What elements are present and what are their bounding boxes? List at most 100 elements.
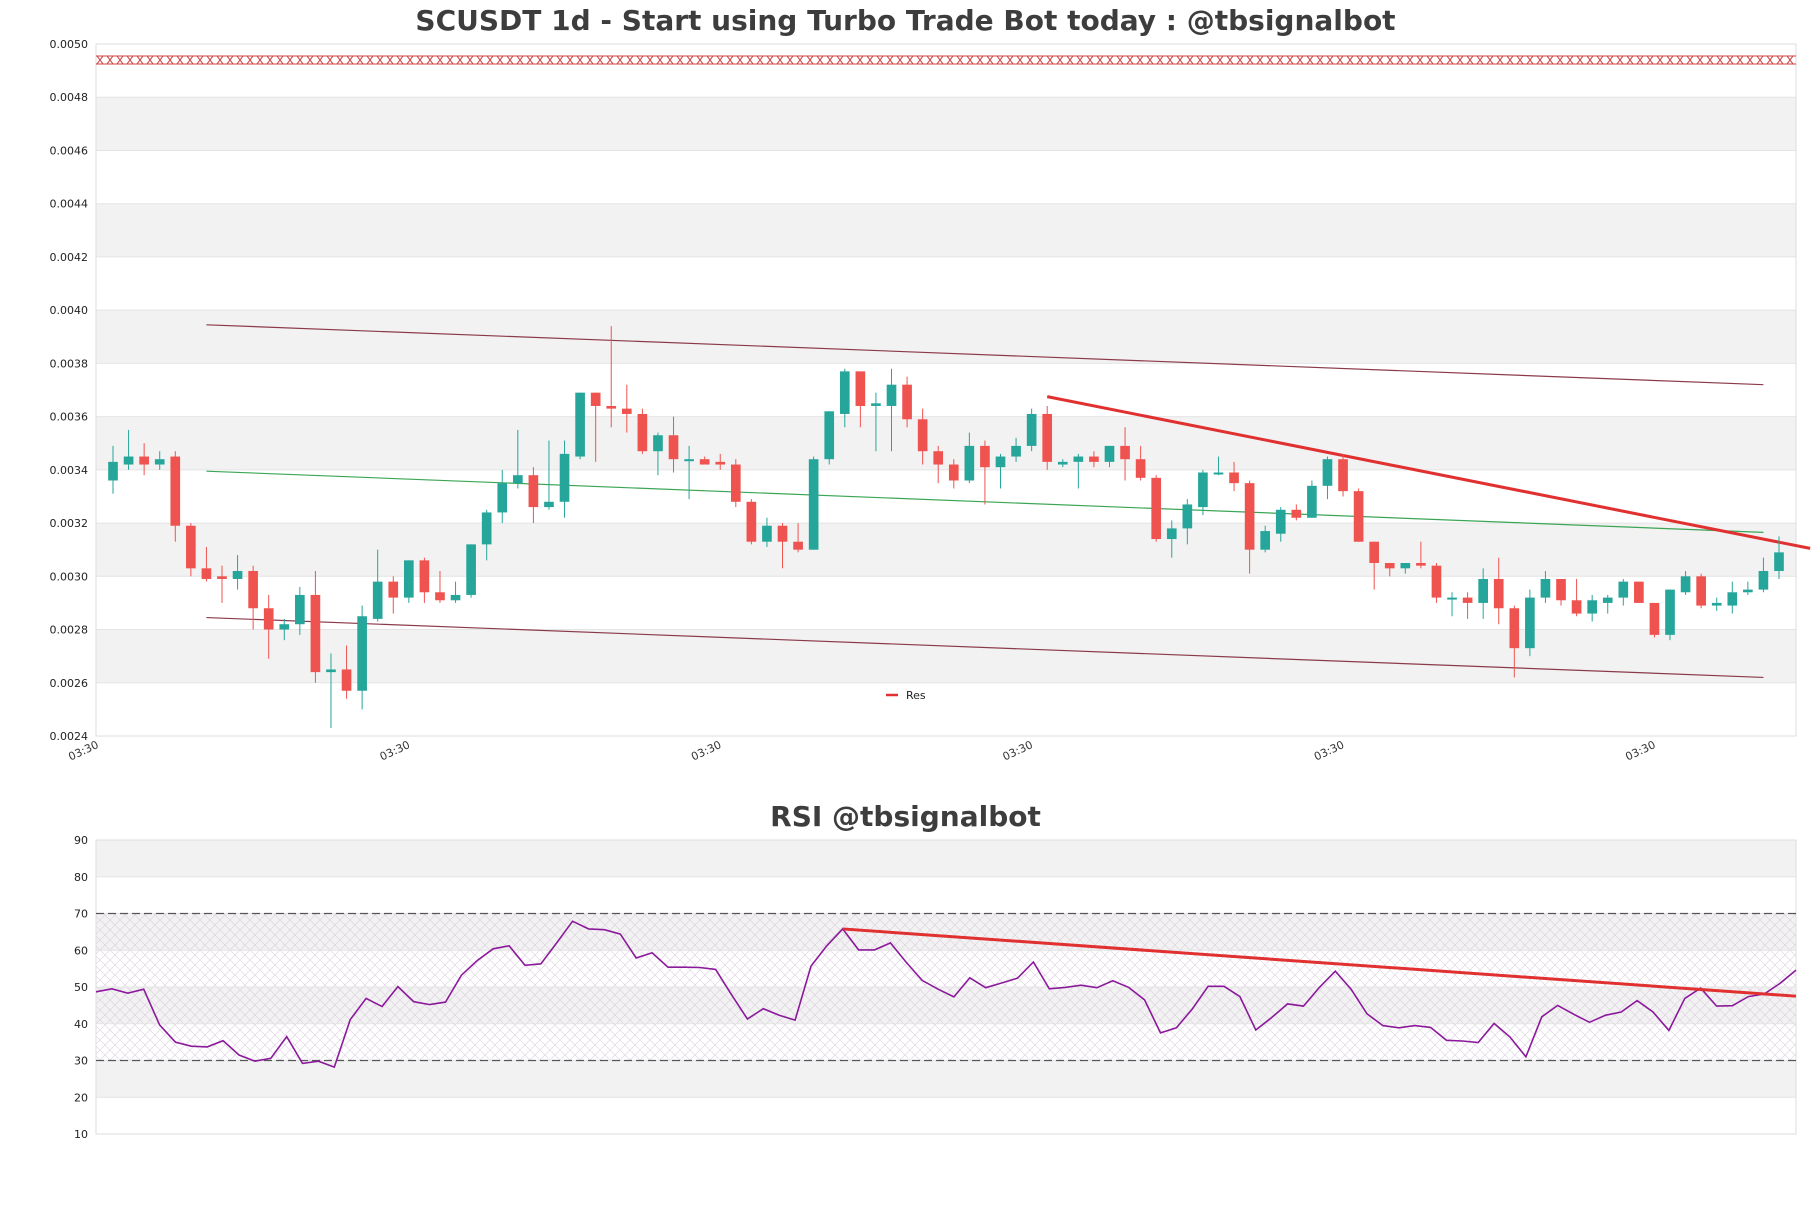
band-marker — [1266, 55, 1274, 65]
candle-down — [621, 408, 632, 414]
rsi-y-tick-label: 40 — [74, 1018, 88, 1031]
candle-down — [1338, 459, 1348, 492]
rsi-y-tick-label: 20 — [74, 1091, 88, 1104]
price-plot-frame — [95, 43, 1797, 737]
candle-down — [1509, 608, 1520, 649]
band-marker — [1336, 55, 1344, 65]
price-y-tick-label: 0.0032 — [50, 517, 89, 530]
band-marker — [1206, 55, 1214, 65]
band-marker — [326, 55, 334, 65]
band-marker — [1746, 55, 1754, 65]
candle-down — [777, 525, 788, 542]
band-marker — [1076, 55, 1084, 65]
candle-up — [1260, 531, 1271, 550]
price-band — [96, 310, 1796, 364]
candle-down — [1462, 597, 1473, 603]
candle-down — [186, 525, 196, 569]
band-marker — [1236, 55, 1244, 65]
candle-up — [684, 459, 694, 462]
band-marker — [756, 55, 764, 65]
candle-up — [123, 456, 134, 465]
band-marker — [1296, 55, 1304, 65]
band-marker — [636, 55, 644, 65]
band-marker — [776, 55, 784, 65]
band-marker — [1086, 55, 1094, 65]
band-marker — [316, 55, 324, 65]
band-marker — [406, 55, 414, 65]
band-marker — [566, 55, 574, 65]
price-y-tick-label: 0.0050 — [50, 38, 89, 51]
band-marker — [656, 55, 664, 65]
candle-up — [357, 616, 367, 691]
candle-up — [1026, 413, 1037, 446]
candle-up — [964, 445, 975, 481]
candle-up — [450, 594, 461, 601]
candle-up — [404, 560, 414, 598]
band-marker — [526, 55, 534, 65]
rsi-plot-frame — [95, 839, 1797, 1135]
band-marker — [696, 55, 704, 65]
price-y-tick-label: 0.0048 — [50, 91, 89, 104]
band-marker — [426, 55, 434, 65]
price-band — [96, 416, 1796, 470]
band-marker — [1486, 55, 1494, 65]
price-y-tick-label: 0.0038 — [50, 357, 89, 370]
band-marker — [216, 55, 224, 65]
band-marker — [1496, 55, 1504, 65]
band-marker — [106, 55, 114, 65]
band-marker — [646, 55, 654, 65]
candle-down — [730, 464, 741, 502]
band-marker — [716, 55, 724, 65]
band-marker — [236, 55, 244, 65]
candle-up — [995, 456, 1006, 468]
price-x-tick-label: 03:30 — [1001, 738, 1035, 763]
band-marker — [476, 55, 484, 65]
price-chart-title: SCUSDT 1d - Start using Turbo Trade Bot … — [415, 4, 1396, 37]
band-marker — [436, 55, 444, 65]
candle-up — [839, 371, 850, 414]
price-y-tick-label: 0.0046 — [50, 144, 89, 157]
band-marker — [1786, 55, 1794, 65]
band-marker — [1686, 55, 1694, 65]
band-marker — [456, 55, 464, 65]
candle-up — [1525, 597, 1535, 649]
rsi-y-tick-label: 70 — [74, 908, 88, 921]
candle-down — [201, 568, 212, 579]
price-y-tick-label: 0.0026 — [50, 677, 89, 690]
candle-down — [980, 445, 990, 468]
band-marker — [1656, 55, 1664, 65]
band-marker — [386, 55, 394, 65]
band-marker — [1596, 55, 1604, 65]
price-band — [96, 97, 1796, 151]
band-marker — [1646, 55, 1654, 65]
candle-down — [715, 461, 726, 465]
band-marker — [206, 55, 214, 65]
band-marker — [1106, 55, 1114, 65]
candle-down — [1571, 600, 1582, 614]
band-marker — [616, 55, 624, 65]
band-marker — [556, 55, 564, 65]
band-marker — [836, 55, 844, 65]
candle-down — [1369, 541, 1380, 563]
candle-down — [341, 669, 352, 691]
band-marker — [1696, 55, 1704, 65]
price-y-tick-label: 0.0030 — [50, 570, 89, 583]
band-marker — [1476, 55, 1484, 65]
band-marker — [736, 55, 744, 65]
candle-up — [544, 501, 554, 508]
band-marker — [366, 55, 374, 65]
band-marker — [976, 55, 984, 65]
band-marker — [706, 55, 714, 65]
price-panel: 0.0024 0.0026 0.0028 0.0030 0.0032 0.0034 0.00… — [50, 38, 1811, 763]
price-x-tick-label: 03:30 — [689, 738, 723, 763]
band-marker — [1776, 55, 1784, 65]
candle-down — [1416, 563, 1426, 566]
price-y-tick-label: 0.0042 — [50, 251, 89, 264]
band-marker — [1446, 55, 1454, 65]
band-marker — [1626, 55, 1634, 65]
band-marker — [1026, 55, 1034, 65]
candle-down — [263, 608, 274, 630]
band-marker — [1246, 55, 1254, 65]
band-marker — [1566, 55, 1574, 65]
